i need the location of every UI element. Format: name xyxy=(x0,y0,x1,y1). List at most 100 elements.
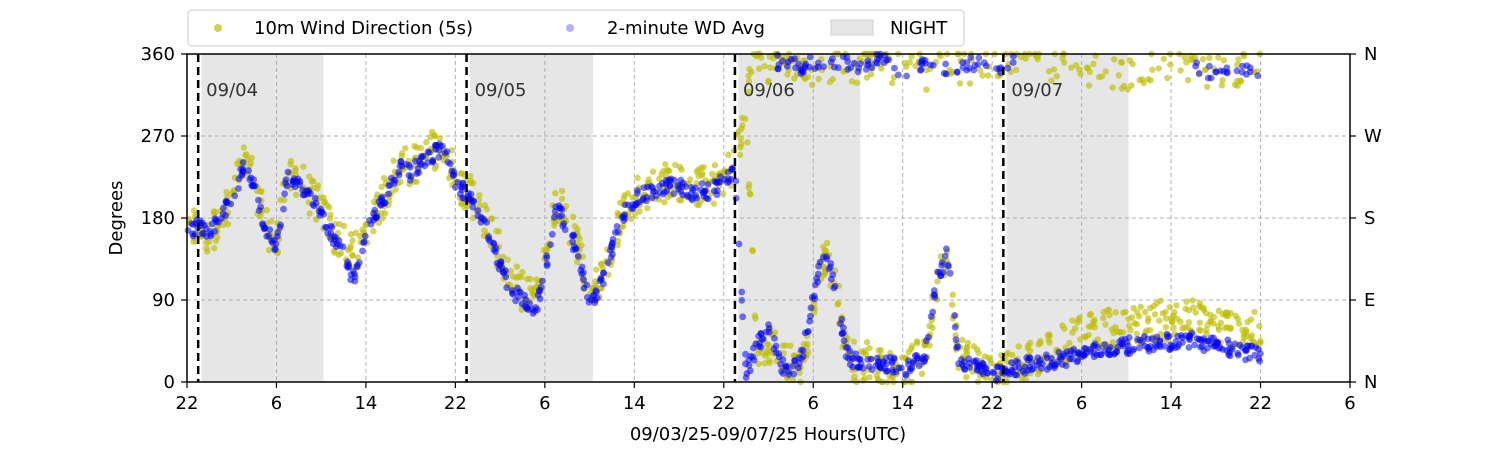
wd-avg-point xyxy=(284,168,292,176)
wd-avg-point xyxy=(1182,332,1190,339)
wd-5s-point xyxy=(507,267,514,275)
wd-avg-point xyxy=(458,186,466,194)
wd-5s-point xyxy=(1103,307,1111,314)
wd-5s-point xyxy=(1215,326,1223,333)
wd-5s-point xyxy=(746,190,753,197)
wd-5s-point xyxy=(1066,339,1073,347)
wd-5s-point-upper xyxy=(1160,55,1168,62)
wd-avg-point xyxy=(1226,345,1234,352)
wd-avg-point xyxy=(758,335,766,343)
wd-avg-point xyxy=(597,276,605,283)
wd-avg-point xyxy=(742,350,749,358)
wd-avg-point xyxy=(1214,339,1222,347)
wd-5s-point xyxy=(1192,309,1199,316)
wd-5s-point xyxy=(759,349,766,356)
wd-5s-point xyxy=(1189,297,1196,304)
legend-label-night: NIGHT xyxy=(890,18,948,39)
wd-5s-point xyxy=(335,251,342,259)
wd-5s-point xyxy=(349,252,356,259)
wd-avg-point xyxy=(771,335,778,342)
wd-5s-point xyxy=(1210,313,1218,321)
wd-avg-point-upper xyxy=(1004,64,1012,72)
wd-avg-point xyxy=(523,303,531,311)
wd-5s-point xyxy=(1137,303,1144,310)
wd-avg-point xyxy=(789,362,797,370)
wd-avg-point xyxy=(779,370,787,377)
wd-avg-point-upper xyxy=(970,66,978,74)
wd-avg-point xyxy=(570,232,578,240)
wd-5s-point-upper xyxy=(1219,77,1226,84)
wd-5s-point xyxy=(263,206,270,214)
wd-5s-point xyxy=(1086,311,1094,319)
wd-5s-point xyxy=(1224,309,1231,316)
wd-5s-point xyxy=(293,191,300,198)
wd-5s-point xyxy=(709,170,716,178)
x-tick-label: 6 xyxy=(1076,393,1087,414)
wd-avg-point xyxy=(345,263,353,271)
wd-avg-point xyxy=(941,252,949,260)
wd-avg-point xyxy=(799,352,807,360)
wd-5s-point xyxy=(378,183,385,191)
wd-avg-point-upper xyxy=(894,71,902,79)
wd-5s-point xyxy=(850,338,857,345)
wd-5s-point-upper xyxy=(808,81,816,89)
wd-5s-point xyxy=(1091,324,1098,331)
wd-5s-point-upper xyxy=(848,78,856,85)
wd-avg-point xyxy=(1148,335,1156,343)
wd-5s-point xyxy=(292,167,299,174)
wd-avg-point xyxy=(366,216,373,224)
wd-5s-point-upper xyxy=(1220,57,1228,64)
wd-avg-point xyxy=(745,356,753,364)
wd-5s-point xyxy=(397,178,404,186)
wd-5s-point-upper xyxy=(1068,64,1075,71)
wd-avg-point xyxy=(521,291,528,299)
wd-5s-point-upper xyxy=(1129,60,1136,68)
wd-5s-point xyxy=(963,374,970,381)
x-axis-ticks: 22 6 14 22 6 14 22 6 14 22 6 14 22 6 xyxy=(176,382,1356,414)
wd-5s-point xyxy=(1168,315,1175,322)
wd-5s-point xyxy=(1240,334,1248,341)
wd-avg-point xyxy=(838,330,846,338)
wd-5s-point xyxy=(964,344,971,351)
wd-5s-point xyxy=(1003,358,1010,365)
wd-avg-point-upper xyxy=(903,72,910,80)
wd-avg-point-upper xyxy=(891,64,898,72)
wd-avg-point xyxy=(943,245,950,253)
wd-5s-point xyxy=(905,348,912,356)
wd-5s-point xyxy=(380,174,388,182)
wd-5s-point xyxy=(1157,297,1164,304)
wd-avg-point xyxy=(328,224,336,231)
wd-5s-point xyxy=(649,168,657,175)
wd-avg-point xyxy=(1034,354,1042,362)
wd-5s-point-upper xyxy=(1164,74,1171,82)
wd-5s-point-upper xyxy=(966,80,974,87)
wd-5s-point xyxy=(504,256,511,263)
wd-avg-point xyxy=(282,179,289,187)
wd-avg-point-upper xyxy=(847,64,855,71)
legend: 10m Wind Direction (5s) 2-minute WD Avg … xyxy=(187,9,965,47)
wd-5s-point-upper xyxy=(815,75,822,83)
wd-avg-point xyxy=(713,179,721,187)
wd-avg-point xyxy=(698,180,706,187)
wd-5s-point xyxy=(745,184,752,191)
wd-5s-point xyxy=(495,228,503,235)
wd-5s-point xyxy=(821,247,828,254)
wd-5s-point xyxy=(986,356,994,364)
wd-avg-point-upper xyxy=(827,58,835,66)
wd-avg-point xyxy=(992,377,1000,384)
wd-avg-point xyxy=(1090,343,1098,350)
wd-avg-point xyxy=(846,348,854,355)
wd-5s-point-upper xyxy=(757,54,765,61)
wd-5s-point xyxy=(1170,324,1177,331)
wd-avg-point xyxy=(435,153,443,161)
wd-avg-point xyxy=(1179,339,1186,346)
wd-avg-point xyxy=(666,182,674,190)
wd-avg-point xyxy=(276,223,284,231)
wd-avg-point xyxy=(814,270,822,278)
wd-5s-point xyxy=(375,219,382,226)
wd-5s-point xyxy=(738,140,745,148)
wd-5s-point xyxy=(458,170,465,177)
wd-avg-point xyxy=(783,363,790,370)
wd-avg-point xyxy=(436,140,443,148)
wd-avg-point xyxy=(281,190,288,198)
